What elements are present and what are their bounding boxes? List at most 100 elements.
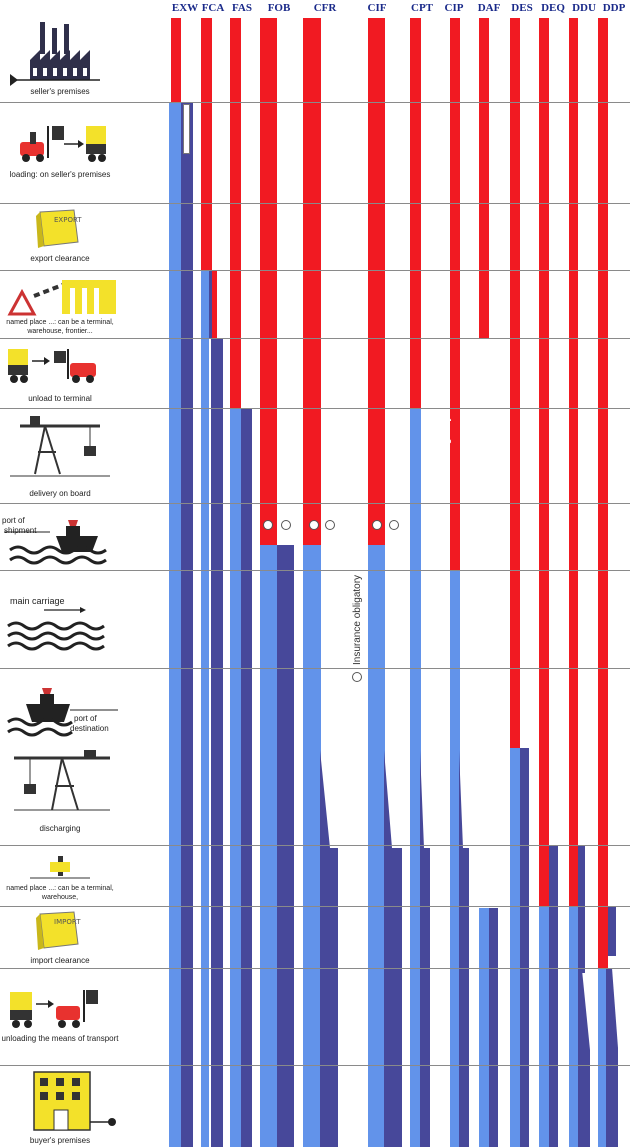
stage-label-buyer-premises: buyer's premises — [29, 1136, 91, 1145]
term-daf: DAF — [477, 2, 501, 14]
term-deq: DEQ — [541, 2, 565, 14]
cip-risk-bar — [450, 570, 460, 1147]
stage-label-seller-premises: seller's premises — [30, 87, 90, 96]
fas-seller-bar — [230, 18, 241, 408]
des-cost-bar — [520, 748, 529, 1147]
stage-label-unload-terminal: unload to terminal — [28, 394, 92, 403]
row-divider — [0, 203, 630, 204]
fas-risk-bar — [230, 408, 241, 1147]
factory-icon — [10, 22, 100, 86]
ddp-cost-transition — [606, 968, 618, 1147]
row-divider — [0, 503, 630, 504]
term-cip: CIP — [444, 2, 464, 14]
row-divider — [0, 270, 630, 271]
fca-seller-bar — [201, 18, 212, 270]
discharge-crane-icon — [14, 750, 110, 811]
exw-cost-bar — [181, 102, 193, 1147]
cfr-risk-bar — [303, 545, 321, 1147]
des-seller-bar — [510, 18, 520, 748]
exw-loading-marker — [183, 104, 190, 154]
daf-seller-bar — [479, 18, 489, 338]
row-divider — [0, 338, 630, 339]
cip-cost-transition — [459, 750, 469, 1147]
cfr-transfer-marker — [309, 520, 319, 530]
ddp-cost-upper — [608, 906, 616, 956]
term-cfr: CFR — [313, 2, 337, 14]
truck-unload-icon — [8, 349, 96, 383]
fca-cost-bar — [211, 338, 223, 1147]
deq-risk-bar — [539, 906, 549, 1147]
stage-label-named-place-frontier: named place ...: can be a terminal, ware… — [6, 319, 114, 335]
cif-seller-bar — [368, 18, 385, 545]
fca-seller-ext — [211, 270, 217, 338]
term-ddu: DDU — [572, 2, 596, 14]
term-fas: FAS — [232, 2, 252, 14]
import-document-icon: IMPORT — [36, 911, 81, 950]
term-des: DES — [511, 2, 533, 14]
export-document-icon: EXPORT — [36, 209, 82, 248]
ddp-risk-bar — [598, 968, 608, 1147]
ddu-cost-transition — [578, 970, 590, 1147]
fca-cost-thin — [209, 270, 212, 338]
export-stamp-text: EXPORT — [54, 216, 82, 224]
cif-transfer-marker-2 — [389, 520, 399, 530]
fca-risk-bar — [201, 270, 209, 1147]
deq-seller-bar — [539, 18, 549, 906]
ship-icon — [4, 520, 107, 565]
row-divider — [0, 102, 630, 103]
cpt-risk-bar — [410, 408, 421, 1147]
term-cif: CIF — [367, 2, 387, 14]
daf-cost-bar — [489, 908, 498, 1147]
crane-icon — [10, 416, 110, 477]
cfr-seller-bar — [303, 18, 321, 545]
row-divider — [0, 845, 630, 846]
stage-label-loading: loading: on seller's premises — [9, 170, 111, 179]
row-divider — [0, 968, 630, 969]
cif-risk-bar — [368, 545, 385, 1147]
cfr-transfer-marker-2 — [325, 520, 335, 530]
destination-label: destination — [70, 724, 109, 733]
daf-risk-bar — [479, 908, 489, 1147]
insurance-marker — [352, 672, 362, 682]
cif-insurance-label: Insurance obligatory — [352, 574, 363, 665]
deq-cost-bar — [549, 845, 558, 1147]
cip-seller-bar — [450, 18, 460, 570]
ddu-cost-upper — [578, 845, 585, 973]
exw-risk-bar — [169, 102, 181, 1147]
named-place-icon — [30, 856, 90, 879]
row-divider — [0, 570, 630, 571]
port-of-label: port of — [2, 516, 25, 525]
fob-transfer-marker-2 — [281, 520, 291, 530]
stage-label-main-carriage: main carriage — [10, 596, 65, 606]
waves-icon — [7, 607, 105, 651]
row-divider — [0, 906, 630, 907]
port-of-destination-label: port of — [74, 714, 97, 723]
cpt-cost-transition — [420, 750, 430, 1147]
term-ddp: DDP — [602, 2, 626, 14]
ship-destination-icon — [7, 688, 118, 737]
fob-transfer-marker — [263, 520, 273, 530]
fob-seller-bar — [260, 18, 277, 545]
cfr-cost-transition — [320, 750, 338, 1147]
stage-label-unloading-transport: unloading the means of transport — [1, 1034, 119, 1043]
fob-cost-bar — [277, 545, 294, 1147]
stage-label-named-place: named place ...: can be a terminal, ware… — [6, 885, 114, 901]
truck-forklift-icon — [10, 990, 98, 1028]
term-exw: EXW — [171, 2, 199, 14]
term-fob: FOB — [267, 2, 291, 14]
term-cpt: CPT — [411, 2, 433, 14]
term-fca: FCA — [201, 2, 225, 14]
import-stamp-text: IMPORT — [54, 918, 81, 926]
row-divider — [0, 408, 630, 409]
ddp-seller-bar — [598, 18, 608, 968]
stage-label-export-clearance: export clearance — [30, 254, 90, 263]
cif-cost-transition — [384, 750, 402, 1147]
stage-label-import-clearance: import clearance — [30, 956, 90, 965]
buyer-building-icon — [33, 1071, 116, 1131]
shipment-label: shipment — [4, 526, 37, 535]
cpt-seller-bar — [410, 18, 421, 408]
des-risk-bar — [510, 748, 520, 1147]
stage-label-discharging: discharging — [39, 824, 81, 833]
fas-cost-bar — [241, 408, 252, 1147]
